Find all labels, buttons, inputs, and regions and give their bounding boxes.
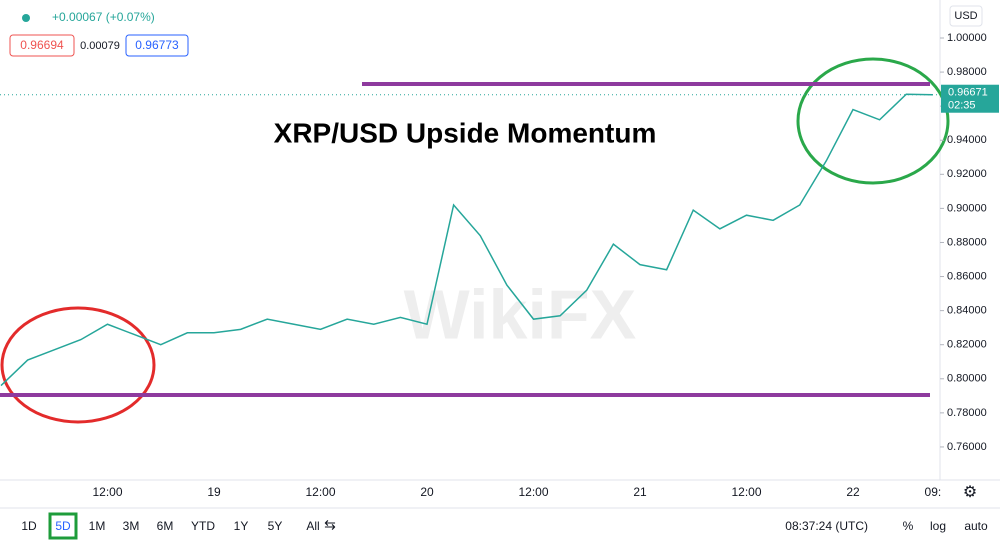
x-tick-label: 12:00 <box>305 485 335 499</box>
range-button[interactable]: 1D <box>21 519 37 533</box>
range-button[interactable]: All <box>306 519 319 533</box>
active-range-box[interactable] <box>48 512 78 540</box>
bid[interactable]: 0.96694 <box>20 38 64 52</box>
axis-option[interactable]: auto <box>964 519 988 533</box>
range-button[interactable]: 6M <box>157 519 174 533</box>
range-button[interactable]: YTD <box>191 519 215 533</box>
countdown: 02:35 <box>948 100 976 112</box>
x-tick-label: 20 <box>420 485 434 499</box>
bid-box[interactable] <box>9 34 75 57</box>
range-button[interactable]: 1M <box>89 519 106 533</box>
currency-box[interactable] <box>949 5 983 27</box>
chart-title: XRP/USD Upside Momentum <box>274 117 657 148</box>
last-price-box <box>941 84 999 113</box>
currency[interactable]: USD <box>954 10 977 22</box>
y-tick-label: 0.84000 <box>947 305 987 317</box>
y-tick-label: 0.82000 <box>947 339 987 351</box>
axis-option[interactable]: % <box>903 519 914 533</box>
y-tick-label: 1.00000 <box>947 32 987 44</box>
x-tick-label: 12:00 <box>92 485 122 499</box>
axis-option[interactable]: log <box>930 519 946 533</box>
range-button[interactable]: 5D <box>55 519 71 533</box>
y-tick-label: 0.88000 <box>947 236 987 248</box>
y-tick-label: 0.98000 <box>947 66 987 78</box>
x-tick-label: 19 <box>207 485 221 499</box>
compare-icon[interactable]: ⇆ <box>324 517 336 533</box>
ask[interactable]: 0.96773 <box>135 38 179 52</box>
settings-icon[interactable]: ⚙ <box>963 484 977 501</box>
spread: 0.00079 <box>80 40 120 52</box>
range-button[interactable]: 3M <box>123 519 140 533</box>
clock: 08:37:24 (UTC) <box>785 519 868 533</box>
watermark: WikiFX <box>404 275 637 353</box>
range-button[interactable]: 1Y <box>234 519 249 533</box>
y-tick-label: 0.92000 <box>947 168 987 180</box>
y-tick-label: 0.94000 <box>947 134 987 146</box>
ask-box[interactable] <box>125 34 189 57</box>
price-line <box>0 93 933 387</box>
y-tick-label: 0.78000 <box>947 407 987 419</box>
y-tick-label: 0.80000 <box>947 373 987 385</box>
highlight-circle <box>796 57 950 185</box>
x-tick-label: 12:00 <box>518 485 548 499</box>
x-tick-label: 09: <box>925 485 942 499</box>
range-button[interactable]: 5Y <box>268 519 283 533</box>
x-tick-label: 12:00 <box>731 485 761 499</box>
status-dot <box>22 14 30 22</box>
last-price: 0.96671 <box>948 87 988 99</box>
x-tick-label: 21 <box>633 485 647 499</box>
x-tick-label: 22 <box>846 485 860 499</box>
y-tick-label: 0.86000 <box>947 270 987 282</box>
price-change: +0.00067 (+0.07%) <box>52 10 155 24</box>
highlight-circle <box>0 306 156 424</box>
y-tick-label: 0.76000 <box>947 441 987 453</box>
y-tick-label: 0.90000 <box>947 202 987 214</box>
